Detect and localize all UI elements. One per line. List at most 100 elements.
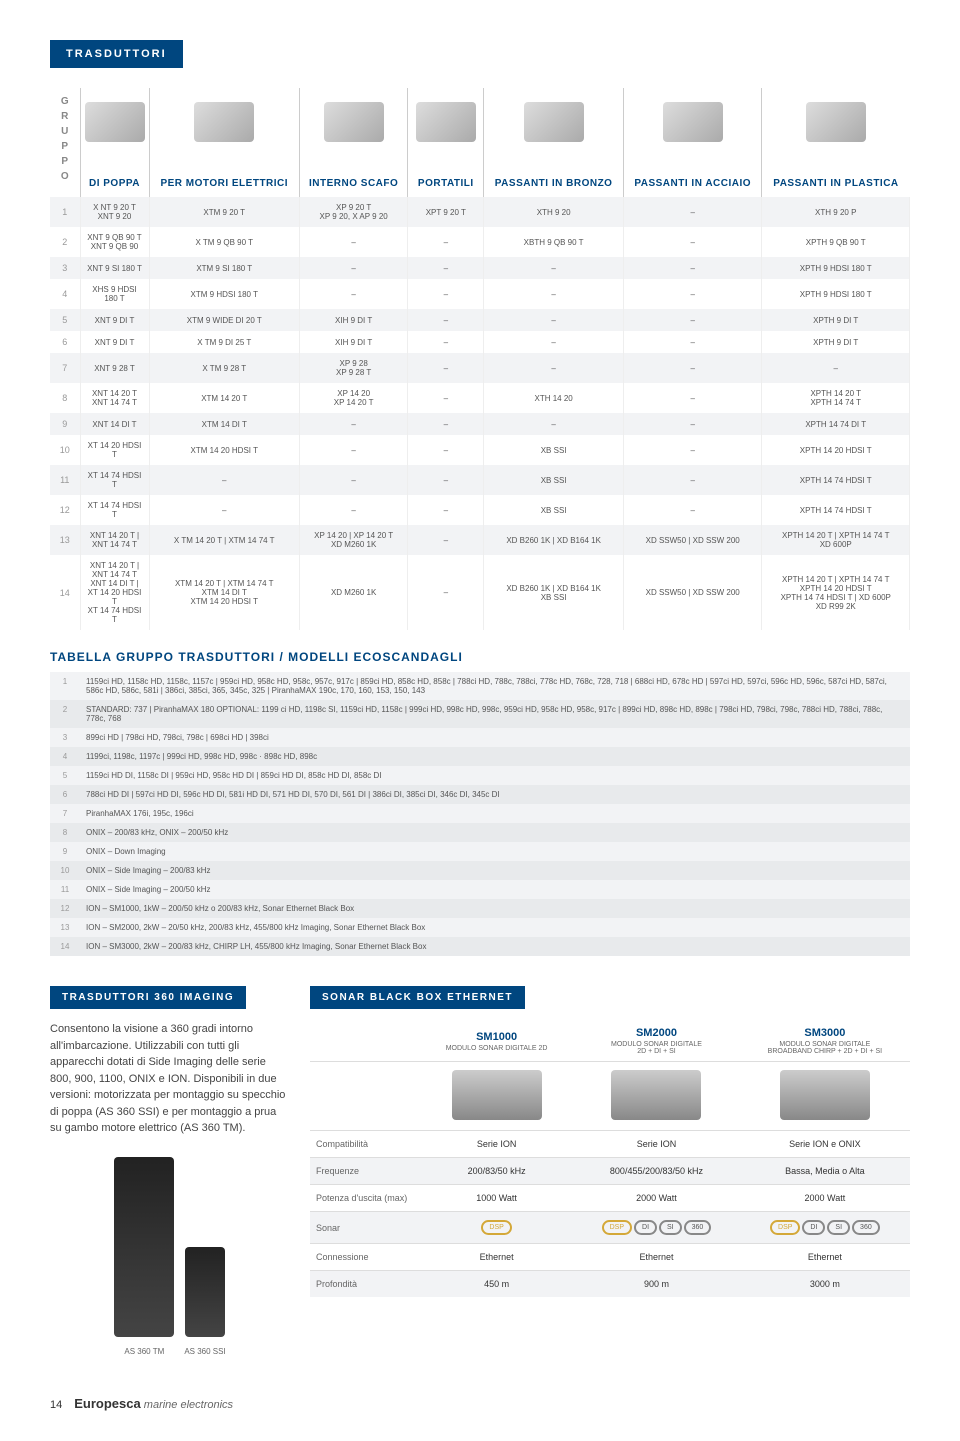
trans-cell: –: [484, 353, 624, 383]
sonar-feature-icon: DI: [802, 1220, 825, 1235]
model-row: 7PiranhaMAX 176i, 195c, 196ci: [50, 804, 910, 823]
trans-cell: XPTH 9 HDSI 180 T: [762, 257, 910, 279]
product-image: [806, 102, 866, 142]
model-row-num: 12: [50, 899, 80, 918]
trans-cell: –: [408, 227, 484, 257]
as360tm-image: [114, 1157, 174, 1337]
trans-cell: XTM 14 20 HDSI T: [149, 435, 300, 465]
trans-cell: XP 9 20 T XP 9 20, X AP 9 20: [300, 197, 408, 227]
trans-cell: XTM 9 SI 180 T: [149, 257, 300, 279]
model-row-num: 8: [50, 823, 80, 842]
trans-col-header: PORTATILI: [408, 158, 484, 197]
model-row: 12ION – SM1000, 1kW – 200/50 kHz o 200/8…: [50, 899, 910, 918]
page-number: 14: [50, 1399, 62, 1411]
sonar-row: Profondità450 m900 m3000 m: [310, 1271, 910, 1298]
trans-cell: –: [484, 257, 624, 279]
trans-row: 3XNT 9 SI 180 TXTM 9 SI 180 T––––XPTH 9 …: [50, 257, 910, 279]
trans-row-num: 6: [50, 331, 80, 353]
sonar-col-header: SM2000MODULO SONAR DIGITALE 2D + DI + SI: [573, 1021, 740, 1062]
trans-cell: –: [484, 331, 624, 353]
trans-cell: XIH 9 DI T: [300, 331, 408, 353]
model-row-num: 5: [50, 766, 80, 785]
model-row: 6788ci HD DI | 597ci HD DI, 596c HD DI, …: [50, 785, 910, 804]
trans-cell: –: [623, 227, 762, 257]
trans-cell: –: [623, 197, 762, 227]
sonar-cell: Serie ION e ONIX: [740, 1131, 910, 1158]
trans-cell: –: [484, 279, 624, 309]
trans-row-num: 13: [50, 525, 80, 555]
trans-row: 9XNT 14 DI TXTM 14 DI T––––XPTH 14 74 DI…: [50, 413, 910, 435]
trans-cell: XPTH 14 20 T XPTH 14 74 T: [762, 383, 910, 413]
model-row: 13ION – SM2000, 2kW – 20/50 kHz, 200/83 …: [50, 918, 910, 937]
trans-row-num: 9: [50, 413, 80, 435]
product-image: [524, 102, 584, 142]
trans-cell: –: [408, 353, 484, 383]
sonar-cell: Serie ION: [573, 1131, 740, 1158]
sonar-row-label: Potenza d'uscita (max): [310, 1185, 420, 1212]
sonar-cell: 450 m: [420, 1271, 573, 1298]
trans-cell: XNT 9 DI T: [80, 309, 149, 331]
sonar-row: CompatibilitàSerie IONSerie IONSerie ION…: [310, 1131, 910, 1158]
trans-cell: XTH 14 20: [484, 383, 624, 413]
trans-col-header: PER MOTORI ELETTRICI: [149, 158, 300, 197]
trans-row: 4XHS 9 HDSI 180 TXTM 9 HDSI 180 T––––XPT…: [50, 279, 910, 309]
trans-cell: XPTH 9 DI T: [762, 309, 910, 331]
trans-row: 5XNT 9 DI TXTM 9 WIDE DI 20 TXIH 9 DI T–…: [50, 309, 910, 331]
trans-cell: –: [300, 413, 408, 435]
model-row-text: 899ci HD | 798ci HD, 798ci, 798c | 698ci…: [80, 728, 910, 747]
sonar-cell: Ethernet: [740, 1244, 910, 1271]
sonar-col-header: SM3000MODULO SONAR DIGITALE BROADBAND CH…: [740, 1021, 910, 1062]
trans-cell: XP 9 28 XP 9 28 T: [300, 353, 408, 383]
trans-cell: XB SSI: [484, 495, 624, 525]
trans-cell: X TM 9 QB 90 T: [149, 227, 300, 257]
trans-cell: –: [300, 257, 408, 279]
trans-row-num: 3: [50, 257, 80, 279]
model-row: 11159ci HD, 1158c HD, 1158c, 1157c | 959…: [50, 672, 910, 700]
trans-cell: –: [623, 353, 762, 383]
trans-cell: –: [408, 525, 484, 555]
trans-cell: XIH 9 DI T: [300, 309, 408, 331]
model-row-num: 6: [50, 785, 80, 804]
sonar-row: ConnessioneEthernetEthernetEthernet: [310, 1244, 910, 1271]
sonar-cell: 900 m: [573, 1271, 740, 1298]
sonar-product-image: [452, 1070, 542, 1120]
model-row-text: PiranhaMAX 176i, 195c, 196ci: [80, 804, 910, 823]
sonar-row-label: Connessione: [310, 1244, 420, 1271]
sonar-feature-icon: DSP: [602, 1220, 632, 1235]
sonar-feature-icon: DSP: [770, 1220, 800, 1235]
model-row-text: 788ci HD DI | 597ci HD DI, 596c HD DI, 5…: [80, 785, 910, 804]
sonar-row: Potenza d'uscita (max)1000 Watt2000 Watt…: [310, 1185, 910, 1212]
trans-cell: XHS 9 HDSI 180 T: [80, 279, 149, 309]
trans-cell: XD B260 1K | XD B164 1K: [484, 525, 624, 555]
footer-brand: Europesca: [74, 1396, 140, 1411]
trans-cell: –: [623, 435, 762, 465]
sonar-cell: 800/455/200/83/50 kHz: [573, 1158, 740, 1185]
trans-row-num: 5: [50, 309, 80, 331]
model-row-num: 7: [50, 804, 80, 823]
trans-cell: XB SSI: [484, 435, 624, 465]
transducer-table: GRUPPO DI POPPAPER MOTORI ELETTRICIINTER…: [50, 88, 910, 630]
model-row-num: 4: [50, 747, 80, 766]
trans-cell: –: [484, 309, 624, 331]
trans-cell: XPTH 14 20 T | XPTH 14 74 T XPTH 14 20 H…: [762, 555, 910, 630]
trans-cell: XPTH 14 20 HDSI T: [762, 435, 910, 465]
sonar-row-label: Sonar: [310, 1212, 420, 1244]
trans-cell: XTM 14 20 T | XTM 14 74 T XTM 14 DI T XT…: [149, 555, 300, 630]
trans-cell: XNT 9 28 T: [80, 353, 149, 383]
trans-cell: –: [408, 435, 484, 465]
trans-cell: XT 14 74 HDSI T: [80, 495, 149, 525]
sonar-cell: 2000 Watt: [573, 1185, 740, 1212]
sonar-cell: DSPDISI360: [740, 1212, 910, 1244]
trans-row: 14XNT 14 20 T | XNT 14 74 T XNT 14 DI T …: [50, 555, 910, 630]
sonar-cell: Bassa, Media o Alta: [740, 1158, 910, 1185]
trans-cell: –: [300, 227, 408, 257]
as360tm-label: AS 360 TM: [114, 1347, 174, 1356]
sonar-product-image-cell: [420, 1062, 573, 1131]
trans-cell: XT 14 20 HDSI T: [80, 435, 149, 465]
trans-cell: XPTH 9 QB 90 T: [762, 227, 910, 257]
trans-cell: XTH 9 20: [484, 197, 624, 227]
trans-cell: –: [623, 257, 762, 279]
model-row: 51159ci HD DI, 1158c DI | 959ci HD, 958c…: [50, 766, 910, 785]
trans-cell: XP 14 20 XP 14 20 T: [300, 383, 408, 413]
model-row: 41199ci, 1198c, 1197c | 999ci HD, 998c H…: [50, 747, 910, 766]
